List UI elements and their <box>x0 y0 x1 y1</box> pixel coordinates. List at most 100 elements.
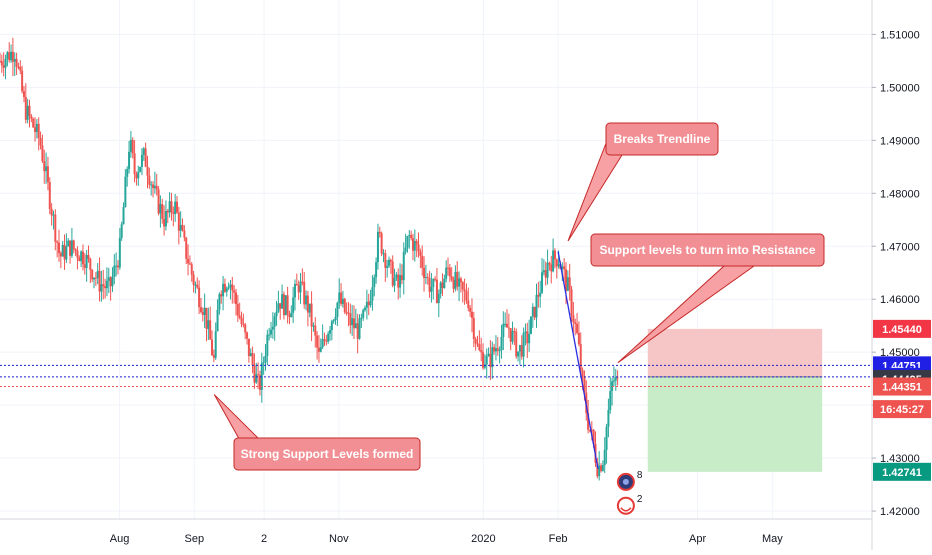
candle-body <box>609 390 612 411</box>
candle-body <box>124 176 127 208</box>
candle-body <box>100 284 103 292</box>
candle-body <box>605 426 608 450</box>
candle-body <box>87 254 90 259</box>
candle-body <box>111 276 114 287</box>
candle-body <box>30 116 33 119</box>
price-badges: 1.454401.447511.445341.444951.4435116:45… <box>873 319 931 481</box>
candle-body <box>570 289 573 316</box>
time-tick-label: May <box>762 533 783 545</box>
candle-body <box>39 137 42 146</box>
candle-body <box>541 272 544 293</box>
candle-body <box>137 171 140 179</box>
candle-body <box>434 278 437 280</box>
time-tick-label: 2 <box>261 533 267 545</box>
candle-body <box>227 287 230 289</box>
candle-body <box>216 309 219 332</box>
candle-body <box>352 318 355 329</box>
candle-body <box>297 285 300 293</box>
candle-body <box>83 264 86 268</box>
candle-body <box>537 294 540 297</box>
candle-body <box>612 380 615 382</box>
candle-body <box>299 281 302 293</box>
candle-body <box>129 139 132 152</box>
candle-body <box>399 275 402 288</box>
candle-body <box>293 283 296 298</box>
earnings-event-icon[interactable]: 2 <box>616 494 643 515</box>
candle-body <box>133 153 136 174</box>
candle-body <box>198 287 201 308</box>
candle-body <box>351 318 354 326</box>
candle-body <box>507 327 510 329</box>
candle-body <box>268 334 271 336</box>
trendline[interactable] <box>557 251 599 469</box>
candle-body <box>437 293 440 304</box>
candle-body <box>4 58 7 68</box>
candle-body <box>546 262 549 278</box>
candle-body <box>270 329 273 335</box>
candle-body <box>102 284 105 287</box>
callout[interactable]: Support levels to turn into Resistance <box>590 233 825 364</box>
candle-body <box>469 307 472 312</box>
candle-body <box>566 277 569 291</box>
candle-body <box>592 430 595 444</box>
candle-body <box>76 250 79 258</box>
candles <box>0 37 619 481</box>
candle-body <box>312 325 315 327</box>
position-box[interactable] <box>647 328 823 472</box>
candle-body <box>222 283 225 297</box>
candle-body <box>327 333 330 342</box>
candle-body <box>295 283 298 286</box>
candle-body <box>67 240 70 247</box>
candle-body <box>528 333 531 344</box>
candle-body <box>448 267 451 277</box>
candle-body <box>196 284 199 288</box>
candle-body <box>249 353 252 357</box>
candle-body <box>244 324 247 333</box>
callout[interactable]: Strong Support Levels formed <box>213 394 421 471</box>
callouts[interactable]: Breaks Trendline Support levels to turn i… <box>213 122 825 471</box>
take-profit-zone[interactable] <box>647 376 823 472</box>
candle-body <box>388 259 391 266</box>
dividend-event-icon[interactable]: 8 <box>616 470 643 491</box>
candle-body <box>529 316 532 334</box>
candle-body <box>187 258 190 264</box>
candle-body <box>603 449 606 466</box>
candle-body <box>10 51 13 61</box>
candle-body <box>212 355 215 358</box>
callout[interactable]: Breaks Trendline <box>567 122 719 242</box>
candle-body <box>281 294 284 309</box>
candle-body <box>432 278 435 288</box>
candle-body <box>255 374 258 383</box>
event-markers[interactable]: 82 <box>616 470 643 515</box>
time-axis[interactable]: Aug Sep 2 Nov 2020 Feb Apr May <box>110 533 783 545</box>
candle-body <box>150 184 153 186</box>
candle-body <box>482 352 485 368</box>
candle-body <box>139 166 142 172</box>
candle-body <box>225 288 228 292</box>
candle-body <box>362 309 365 318</box>
candle-body <box>424 277 427 279</box>
price-tick-label: 1.47000 <box>880 241 920 253</box>
candle-body <box>81 251 84 265</box>
candle-body <box>209 320 212 340</box>
candle-body <box>57 242 60 254</box>
candle-body <box>419 251 422 256</box>
candle-body <box>574 322 577 324</box>
candle-body <box>511 331 514 342</box>
candle-body <box>533 306 536 318</box>
candle-body <box>520 345 523 357</box>
candle-body <box>275 311 278 317</box>
candle-body <box>35 123 38 133</box>
candle-body <box>369 300 372 306</box>
candle-body <box>454 271 457 289</box>
stop-loss-zone[interactable] <box>647 328 823 377</box>
candle-body <box>153 185 156 189</box>
candle-body <box>467 300 470 308</box>
candle-body <box>34 127 37 133</box>
candle-body <box>522 332 525 357</box>
candle-body <box>316 335 319 348</box>
callout-box <box>605 122 719 156</box>
candle-body <box>157 189 160 214</box>
candle-body <box>152 184 155 189</box>
